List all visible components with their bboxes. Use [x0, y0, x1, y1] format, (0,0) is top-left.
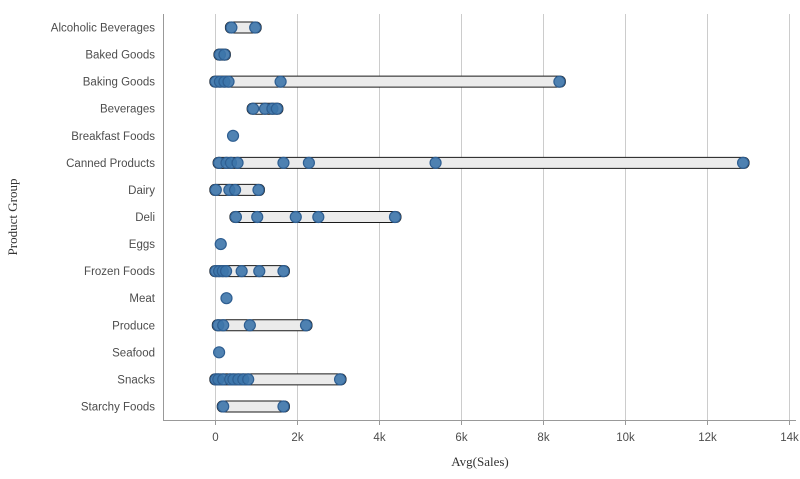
data-point[interactable]	[252, 183, 265, 197]
data-points-layer	[209, 21, 750, 413]
data-point[interactable]	[222, 75, 235, 88]
data-point[interactable]	[253, 265, 266, 278]
data-point[interactable]	[231, 156, 244, 169]
data-point[interactable]	[247, 102, 260, 115]
data-point[interactable]	[333, 373, 347, 386]
data-point[interactable]	[277, 400, 290, 413]
x-tick-label: 4k	[373, 432, 385, 444]
data-point[interactable]	[209, 183, 222, 197]
x-tick-label: 0	[212, 432, 218, 444]
data-point[interactable]	[225, 21, 238, 34]
range-bar[interactable]	[209, 75, 566, 88]
y-category-label: Beverages	[100, 104, 155, 116]
axes-layer	[163, 14, 796, 425]
data-point[interactable]	[220, 292, 233, 305]
data-point[interactable]	[736, 156, 750, 169]
y-category-label: Snacks	[117, 374, 155, 386]
data-point[interactable]	[213, 346, 226, 359]
data-point[interactable]	[270, 102, 284, 115]
data-point[interactable]	[289, 210, 302, 224]
data-point[interactable]	[242, 373, 255, 386]
data-point[interactable]	[388, 210, 402, 224]
y-category-label: Dairy	[128, 185, 155, 197]
x-tick-label: 14k	[780, 432, 799, 444]
y-category-label: Starchy Foods	[81, 401, 155, 413]
data-point[interactable]	[277, 265, 290, 278]
y-category-label: Baked Goods	[85, 50, 155, 62]
x-tick-label: 2k	[291, 432, 303, 444]
data-point[interactable]	[312, 210, 325, 224]
data-point[interactable]	[226, 129, 240, 142]
data-point[interactable]	[429, 156, 442, 169]
data-point[interactable]	[299, 319, 313, 332]
y-category-label: Seafood	[112, 347, 155, 359]
data-point[interactable]	[217, 319, 230, 332]
x-tick-label: 10k	[616, 432, 635, 444]
data-point[interactable]	[249, 21, 262, 34]
y-category-label: Deli	[135, 212, 155, 224]
x-tick-label: 8k	[537, 432, 549, 444]
range-bar[interactable]	[212, 156, 750, 169]
y-category-label: Produce	[112, 320, 155, 332]
x-tick-label: 12k	[698, 432, 717, 444]
data-point[interactable]	[251, 210, 264, 224]
labels-layer: 0 2k 4k 6k 8k 10k 12k 14k Alcoholic Beverages Bak…	[51, 23, 799, 444]
x-axis-title: Avg(Sales)	[451, 454, 509, 469]
data-point[interactable]	[218, 48, 231, 61]
y-category-label: Breakfast Foods	[71, 131, 155, 143]
data-point[interactable]	[243, 319, 256, 332]
x-tick-label: 6k	[455, 432, 467, 444]
data-point[interactable]	[228, 183, 242, 197]
data-point[interactable]	[214, 237, 227, 251]
data-point[interactable]	[217, 400, 230, 413]
y-category-label: Eggs	[129, 239, 155, 251]
data-point[interactable]	[274, 75, 287, 88]
y-category-label: Canned Products	[66, 158, 155, 170]
data-point[interactable]	[219, 265, 233, 278]
data-point[interactable]	[229, 210, 243, 224]
y-category-label: Baking Goods	[83, 77, 155, 89]
data-point[interactable]	[553, 75, 566, 88]
y-axis-title: Product Group	[5, 179, 20, 256]
data-point[interactable]	[235, 265, 248, 278]
y-category-label: Alcoholic Beverages	[51, 23, 155, 35]
data-point[interactable]	[277, 156, 290, 169]
y-category-label: Frozen Foods	[84, 266, 155, 278]
data-point[interactable]	[302, 156, 315, 169]
y-category-label: Meat	[129, 293, 155, 305]
